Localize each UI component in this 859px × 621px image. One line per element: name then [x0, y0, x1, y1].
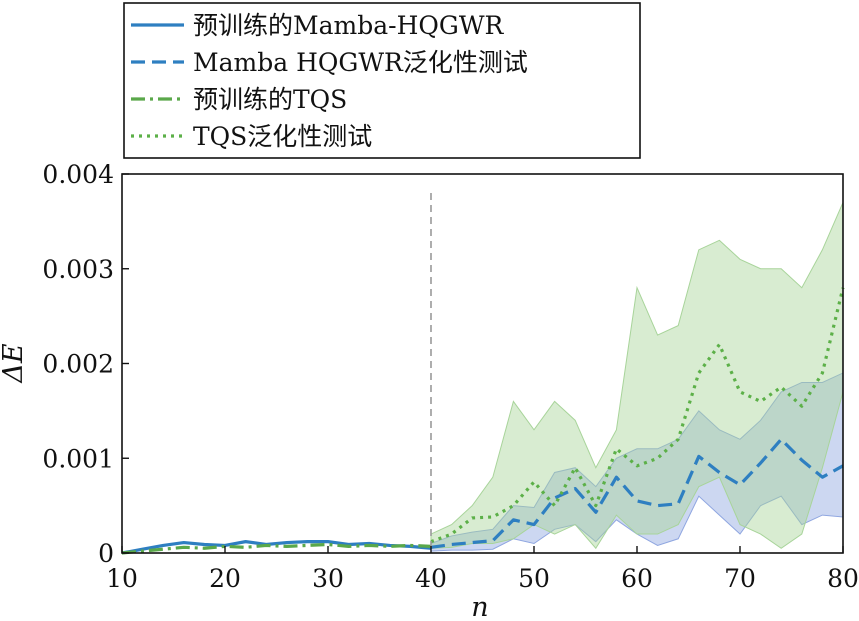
legend-label: 预训练的Mamba-HQGWR [193, 11, 505, 40]
y-tick-label: 0.002 [42, 350, 114, 379]
confidence-bands [430, 202, 844, 552]
y-tick-label: 0.003 [42, 255, 114, 284]
legend-box [123, 2, 641, 159]
x-tick-label: 10 [106, 564, 138, 593]
x-tick-label: 80 [827, 564, 859, 593]
x-tick-label: 20 [209, 564, 241, 593]
x-tick-label: 40 [415, 564, 447, 593]
y-tick-label: 0 [98, 539, 114, 568]
x-tick-label: 70 [724, 564, 756, 593]
x-axis: 10 20 30 40 50 60 70 80 [106, 546, 859, 593]
legend-label: 预训练的TQS [193, 85, 347, 114]
series-lines [121, 287, 845, 555]
band-4 [430, 202, 844, 550]
y-axis: 0 0.001 0.002 0.003 0.004 [42, 160, 129, 568]
y-axis-label: ΔE [0, 343, 29, 383]
y-tick-label: 0.001 [42, 444, 114, 473]
legend-label: Mamba HQGWR泛化性测试 [193, 48, 528, 77]
legend-label: TQS泛化性测试 [193, 122, 372, 151]
y-tick-label: 0.004 [42, 160, 114, 189]
series-line-4 [430, 287, 845, 544]
series-line-2 [430, 437, 844, 549]
x-tick-label: 30 [312, 564, 344, 593]
series-line-3 [121, 542, 432, 555]
series-line-1 [121, 540, 432, 555]
x-tick-label: 50 [518, 564, 550, 593]
x-tick-label: 60 [621, 564, 653, 593]
x-axis-label: n [471, 592, 488, 621]
